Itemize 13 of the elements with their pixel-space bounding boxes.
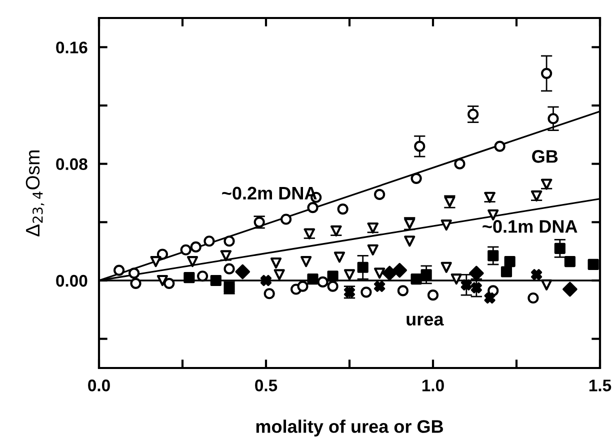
- x-tick-label: 1.5: [589, 380, 612, 392]
- x-axis-title: molality of urea or GB: [256, 420, 443, 436]
- x-tick-label: 1.0: [422, 380, 444, 392]
- y-tick-label: 0.00: [56, 274, 88, 287]
- y-axis-title: Δ$_{23,4}$Osm: [26, 150, 44, 236]
- annotation: ~0.2m DNA: [222, 186, 317, 200]
- y-tick-label: 0.16: [56, 42, 88, 54]
- annotation: GB: [532, 150, 558, 163]
- y-tick-label: 0.08: [56, 158, 88, 170]
- annotation: urea: [406, 316, 444, 326]
- annotation: ~0.1m DNA: [482, 220, 578, 233]
- x-tick-label: 0.0: [88, 380, 110, 392]
- x-tick-label: 0.5: [255, 380, 278, 392]
